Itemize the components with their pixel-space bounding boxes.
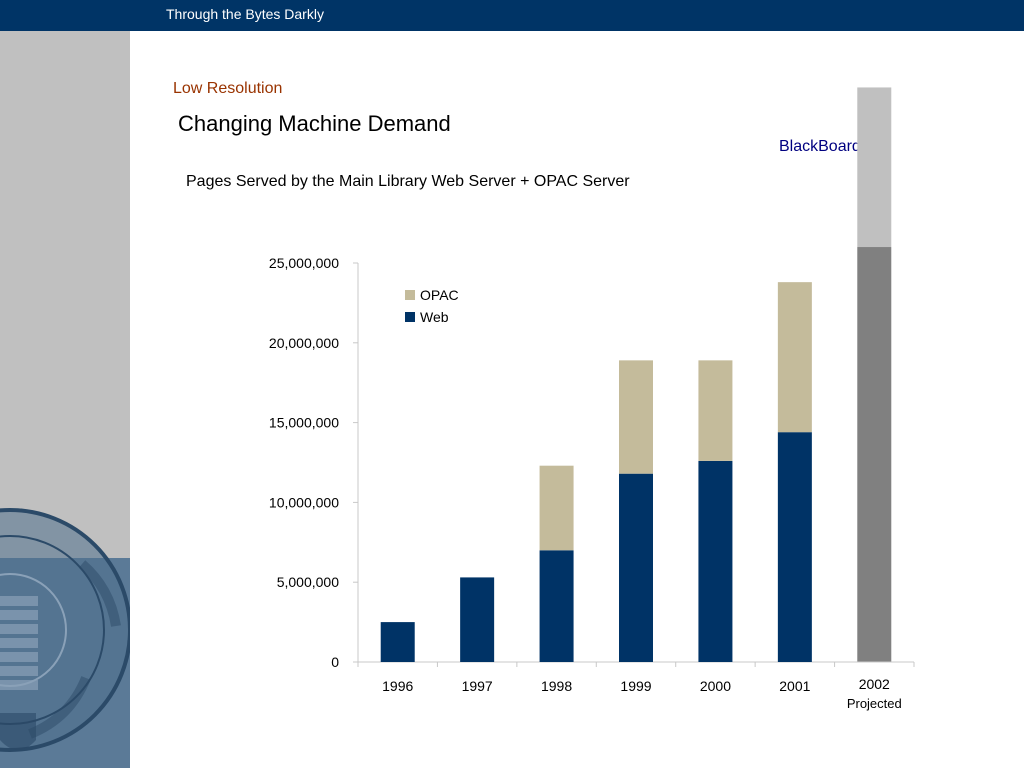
university-seal-logo: [0, 508, 130, 768]
slide-subtitle: Low Resolution: [173, 80, 283, 97]
y-tick-label: 20,000,000: [269, 335, 339, 351]
bar-web-2000: [698, 460, 733, 662]
blackboard-annotation: BlackBoard: [779, 138, 861, 155]
x-tick-label: 1999: [620, 678, 651, 694]
x-category-note: Projected: [847, 696, 902, 711]
bar-opac-1998: [539, 465, 574, 551]
y-tick-label: 0: [331, 654, 339, 670]
x-tick-label: 2001: [779, 678, 810, 694]
legend-swatch-opac: [405, 290, 415, 300]
projected-bar-base: [857, 247, 892, 663]
legend-label-opac: OPAC: [420, 287, 459, 303]
y-tick-label: 10,000,000: [269, 494, 339, 510]
projected-bar-upper: [857, 87, 892, 248]
bar-opac-2000: [698, 360, 733, 461]
bar-web-2001: [777, 432, 812, 662]
bar-web-1998: [539, 550, 574, 662]
chart-title: Pages Served by the Main Library Web Ser…: [186, 173, 630, 190]
bar-opac-2001: [777, 282, 812, 433]
x-tick-label: 1997: [462, 678, 493, 694]
bar-web-1999: [619, 473, 653, 662]
legend-swatch-web: [405, 312, 415, 322]
bar-opac-1999: [619, 360, 653, 474]
slide-title: Changing Machine Demand: [178, 111, 451, 136]
y-tick-label: 25,000,000: [269, 255, 339, 271]
x-tick-label: 2002: [859, 676, 890, 692]
y-tick-label: 15,000,000: [269, 415, 339, 431]
legend-label-web: Web: [420, 309, 449, 325]
y-tick-label: 5,000,000: [277, 574, 339, 590]
bar-web-1997: [460, 577, 495, 662]
x-tick-label: 1996: [382, 678, 413, 694]
header-bar: Through the Bytes Darkly: [0, 0, 1024, 31]
x-tick-label: 1998: [541, 678, 572, 694]
x-tick-label: 2000: [700, 678, 731, 694]
bar-web-1996: [380, 622, 415, 662]
presentation-title: Through the Bytes Darkly: [166, 6, 324, 22]
